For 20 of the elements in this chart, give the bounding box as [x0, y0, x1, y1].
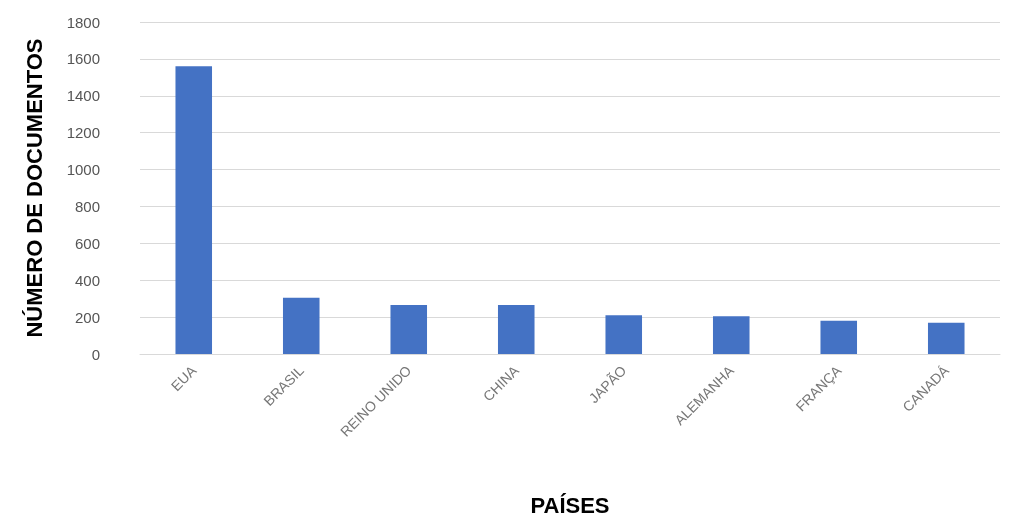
y-tick-label: 1200 — [66, 124, 100, 142]
bar — [175, 66, 213, 354]
y-tick-label: 1400 — [66, 87, 100, 105]
bar — [605, 315, 643, 354]
y-tick-label: 400 — [74, 271, 100, 289]
bar — [282, 297, 320, 354]
bar — [712, 316, 750, 354]
y-tick-label: 0 — [91, 345, 100, 363]
y-tick-label: 600 — [74, 234, 100, 252]
bar — [927, 322, 965, 354]
y-tick-label: 800 — [74, 197, 100, 215]
x-axis-title: PAÍSES — [530, 492, 610, 518]
y-axis-title: NÚMERO DE DOCUMENTOS — [21, 38, 47, 338]
bar — [820, 320, 858, 354]
y-tick-label: 1600 — [66, 50, 100, 68]
y-tick-label: 1800 — [66, 13, 100, 31]
bar — [390, 305, 428, 354]
bar — [497, 305, 535, 354]
y-tick-label: 1000 — [66, 161, 100, 179]
y-tick-label: 200 — [74, 308, 100, 326]
